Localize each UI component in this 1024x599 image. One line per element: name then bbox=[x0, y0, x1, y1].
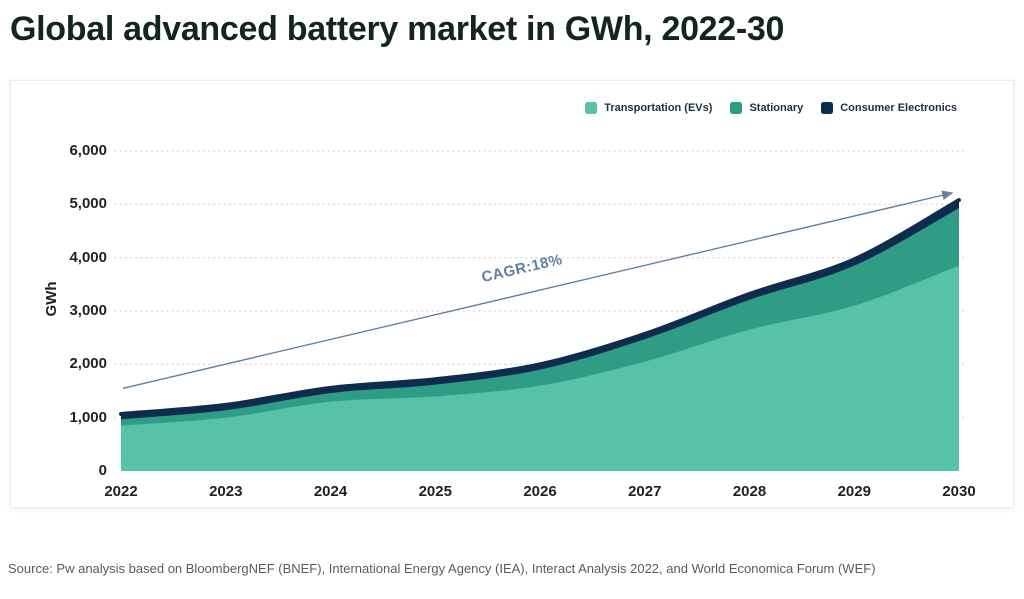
legend-label: Stationary bbox=[749, 102, 804, 114]
chart-panel: CAGR:18% Transportation (EVs) Stationary C… bbox=[10, 80, 1014, 508]
x-tick-label: 2023 bbox=[209, 483, 243, 500]
y-tick-label: 0 bbox=[98, 462, 107, 479]
x-tick-label: 2028 bbox=[732, 483, 767, 500]
y-axis-label: GWh bbox=[43, 281, 60, 317]
legend-swatch-icon bbox=[730, 102, 743, 114]
x-tick-label: 2029 bbox=[837, 483, 871, 500]
total-line bbox=[119, 198, 961, 416]
x-tick-label: 2026 bbox=[523, 483, 557, 500]
legend-item-stationary: Stationary bbox=[730, 102, 803, 114]
chart-title: Global advanced battery market in GWh, 2… bbox=[10, 10, 785, 48]
x-tick-label: 2024 bbox=[313, 483, 348, 500]
y-tick-label: 2,000 bbox=[69, 355, 107, 373]
x-tick-label: 2030 bbox=[942, 483, 976, 500]
x-tick-label: 2025 bbox=[418, 483, 452, 500]
y-tick-label: 5,000 bbox=[69, 195, 107, 213]
y-tick-label: 6,000 bbox=[69, 142, 107, 159]
x-tick-label: 2027 bbox=[628, 483, 662, 500]
legend-item-consumer-electronics: Consumer Electronics bbox=[821, 102, 957, 114]
x-tick-label: 2022 bbox=[104, 483, 138, 500]
legend-label: Transportation (EVs) bbox=[604, 102, 713, 114]
y-tick-label: 1,000 bbox=[69, 408, 107, 426]
y-tick-label: 3,000 bbox=[69, 302, 107, 319]
legend-swatch-icon bbox=[585, 102, 598, 114]
y-tick-label: 4,000 bbox=[69, 248, 107, 266]
legend-label: Consumer Electronics bbox=[840, 102, 957, 114]
chart-canvas: CAGR:18% bbox=[114, 150, 964, 472]
cagr-arrow bbox=[122, 190, 954, 390]
legend-item-transportation-evs-: Transportation (EVs) bbox=[585, 102, 712, 114]
cagr-annotation: CAGR:18% bbox=[480, 251, 564, 286]
source-note: Source: Pw analysis based on BloombergNE… bbox=[8, 561, 876, 576]
legend: Transportation (EVs) Stationary Consumer E… bbox=[585, 102, 957, 114]
legend-swatch-icon bbox=[821, 102, 834, 114]
area-transportation-evs- bbox=[121, 265, 959, 471]
